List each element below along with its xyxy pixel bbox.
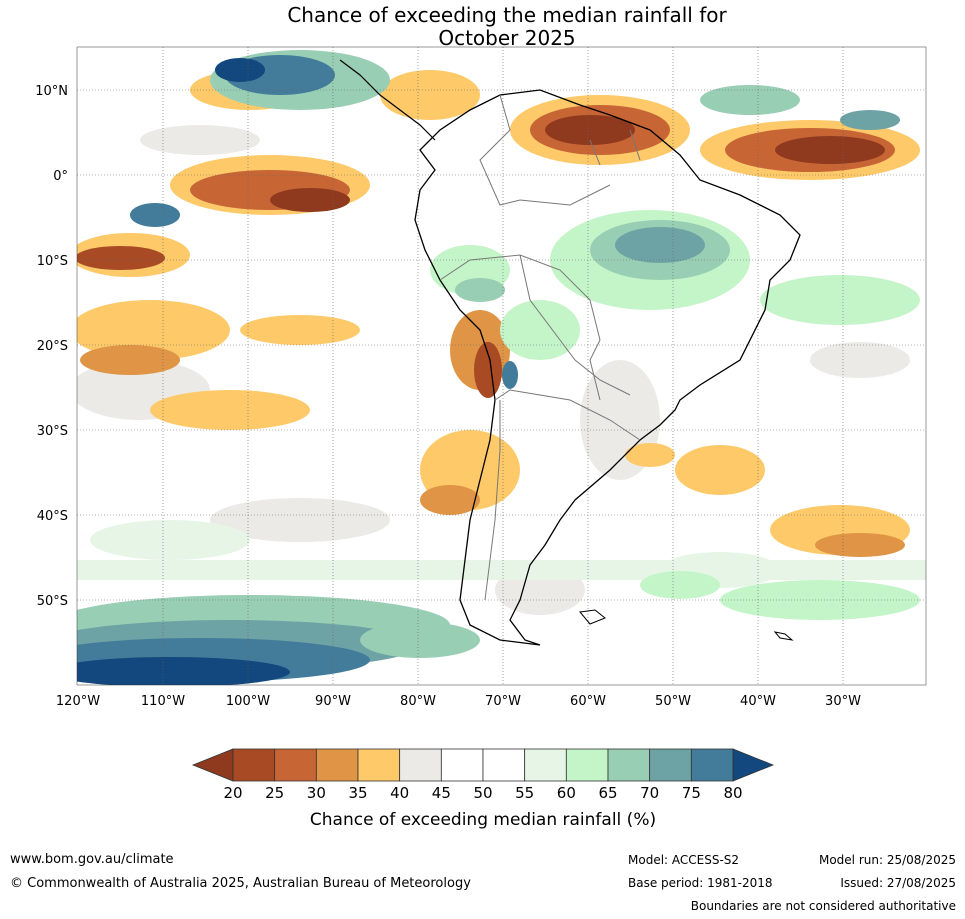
map-frame (76, 46, 927, 686)
country-borders (439, 94, 641, 601)
wet-anomaly-regions (77, 50, 926, 685)
colorbar-tick-label: 35 (348, 784, 367, 802)
colorbar-segment (232, 748, 276, 782)
lon-label: 70°W (485, 694, 521, 709)
map-plot-area (77, 47, 926, 685)
footer-disclaimer: Boundaries are not considered authoritat… (690, 899, 956, 913)
latitude-labels: 10°N 0° 10°S 20°S 30°S 40°S 50°S (35, 84, 68, 609)
lat-label: 50°S (37, 594, 68, 609)
lon-label: 30°W (825, 694, 861, 709)
colorbar-tick-label: 70 (640, 784, 659, 802)
falkland-islands (579, 609, 606, 625)
lat-label: 10°N (35, 84, 68, 99)
footer-model: Model: ACCESS-S2 (628, 853, 740, 867)
colorbar-segment (524, 748, 567, 782)
colorbar-segment (315, 748, 359, 782)
lon-label: 60°W (570, 694, 606, 709)
map-title-line-1: Chance of exceeding the median rainfall … (287, 3, 727, 27)
colorbar-tick-label: 50 (473, 784, 492, 802)
colorbar-segment (607, 748, 651, 782)
colorbar-tick-label: 40 (390, 784, 409, 802)
lat-label: 20°S (37, 339, 68, 354)
lon-label: 100°W (226, 694, 270, 709)
colorbar-tick-label: 55 (515, 784, 534, 802)
footer-model-run: Model run: 25/08/2025 (818, 853, 956, 867)
lat-label: 40°S (37, 509, 68, 524)
colorbar-segment (690, 748, 734, 782)
central-america-coastline (339, 59, 436, 141)
lon-label: 40°W (740, 694, 776, 709)
colorbar-tick-label: 45 (432, 784, 451, 802)
colorbar-tick-label: 65 (598, 784, 617, 802)
lon-label: 50°W (655, 694, 691, 709)
colorbar-tick-label: 75 (682, 784, 701, 802)
rainfall-map-figure: 10°N 0° 10°S 20°S 30°S 40°S 50°S 120°W 1… (35, 46, 927, 830)
colorbar-min-extension (191, 748, 234, 782)
lon-label: 110°W (141, 694, 185, 709)
lat-label: 10°S (37, 254, 68, 269)
south-georgia-island (773, 631, 794, 641)
colorbar-segment (274, 748, 317, 782)
south-america-coastline (414, 89, 801, 646)
footer-url: www.bom.gov.au/climate (10, 852, 174, 867)
footer-issued: Issued: 27/08/2025 (840, 876, 956, 890)
longitude-labels: 120°W 110°W 100°W 90°W 80°W 70°W 60°W 50… (56, 694, 861, 709)
graticule (77, 47, 926, 685)
colorbar: 20 25 30 35 40 45 50 55 60 65 70 75 80 (191, 748, 775, 802)
colorbar-tick-label: 20 (223, 784, 242, 802)
colorbar-tick-label: 60 (557, 784, 576, 802)
lat-label: 30°S (37, 424, 68, 439)
colorbar-segment (482, 748, 526, 782)
footer-copyright: © Commonwealth of Australia 2025, Austra… (10, 876, 471, 891)
colorbar-tick-label: 25 (265, 784, 284, 802)
colorbar-label: Chance of exceeding median rainfall (%) (310, 810, 656, 830)
colorbar-max-extension (732, 748, 775, 782)
colorbar-tick-label: 80 (723, 784, 742, 802)
colorbar-segment (399, 748, 442, 782)
colorbar-segment (440, 748, 484, 782)
colorbar-tick-label: 30 (307, 784, 326, 802)
lat-label: 0° (53, 169, 68, 184)
colorbar-segment (565, 748, 609, 782)
map-title: Chance of exceeding the median rainfall … (0, 4, 965, 50)
colorbar-segment (649, 748, 692, 782)
lon-label: 90°W (315, 694, 351, 709)
map-title-line-2: October 2025 (438, 26, 576, 50)
colorbar-segment (357, 748, 401, 782)
lon-label: 80°W (400, 694, 436, 709)
lon-label: 120°W (56, 694, 100, 709)
footer-base-period: Base period: 1981-2018 (628, 876, 773, 890)
